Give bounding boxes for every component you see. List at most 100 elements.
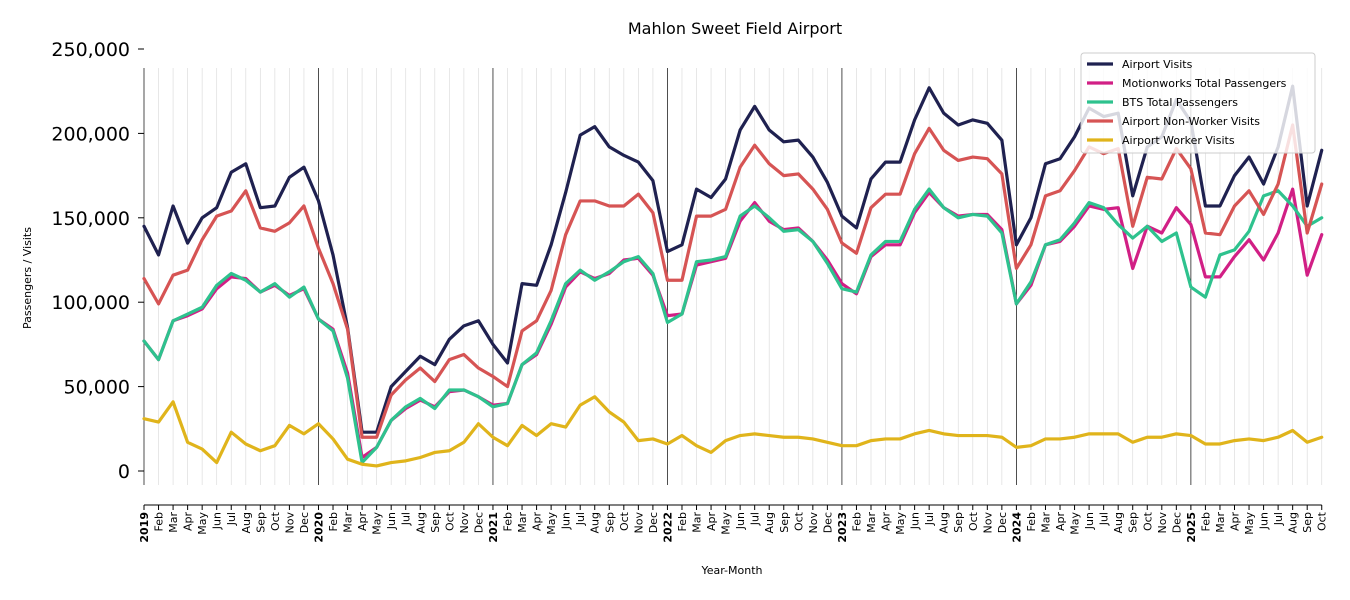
x-tick-label-month: Nov — [1156, 512, 1169, 534]
x-tick-label-month: Feb — [1025, 512, 1038, 531]
x-tick-label-month: Sep — [952, 512, 965, 533]
series-group — [142, 84, 1324, 468]
x-tick-label-month: Aug — [763, 512, 776, 533]
legend-label: BTS Total Passengers — [1122, 96, 1238, 109]
x-tick-label-month: Nov — [283, 512, 296, 534]
x-tick-label-month: Feb — [676, 512, 689, 531]
x-tick-label-month: Mar — [167, 512, 180, 533]
x-tick-label-month: Apr — [182, 512, 195, 532]
x-tick-label-month: Sep — [254, 512, 267, 533]
x-tick-label-year: 2019 — [138, 512, 151, 543]
x-tick-label-month: Dec — [1170, 512, 1183, 533]
x-tick-label-month: Jun — [1258, 512, 1271, 530]
x-tick-label-month: Oct — [1316, 511, 1329, 531]
x-tick-label-month: Oct — [443, 511, 456, 531]
x-tick-label-month: Jun — [734, 512, 747, 530]
x-tick-label-month: Mar — [516, 512, 529, 533]
x-tick-label-month: Jul — [574, 512, 587, 526]
y-tick-label: 50,000 — [64, 377, 130, 399]
legend: Airport Visits Motionworks Total Passenge… — [1080, 52, 1316, 154]
x-tick-label-year: 2024 — [1010, 512, 1023, 543]
x-tick-label-month: Mar — [1039, 512, 1052, 533]
x-tick-label-month: May — [545, 512, 558, 535]
x-tick-label-year: 2022 — [661, 512, 674, 543]
x-tick-label-month: Aug — [240, 512, 253, 533]
x-tick-label-month: Jul — [749, 512, 762, 526]
x-axis: 2019 Feb Mar Apr May Jun Jul Aug Sep Oct Nov Dec 202… — [138, 504, 1329, 543]
x-tick-label-month: Jul — [923, 512, 936, 526]
x-tick-label-month: Oct — [967, 511, 980, 531]
y-tick-label: 250,000 — [51, 39, 130, 61]
x-tick-label-month: Feb — [850, 512, 863, 531]
x-tick-label-month: May — [371, 512, 384, 535]
x-tick-label-month: Apr — [1229, 512, 1242, 532]
x-tick-label-year: 2025 — [1185, 512, 1198, 543]
legend-box — [1080, 52, 1316, 154]
x-tick-label-month: Apr — [880, 512, 893, 532]
x-tick-label-month: Sep — [603, 512, 616, 533]
series-line-5 — [142, 395, 1324, 468]
y-tick-label: 0 — [118, 461, 130, 483]
y-tick-label: 200,000 — [51, 123, 130, 145]
x-tick-label-month: Jun — [560, 512, 573, 530]
x-tick-label-month: Aug — [589, 512, 602, 533]
series-line-4 — [142, 123, 1324, 439]
x-tick-label-month: Jun — [211, 512, 224, 530]
x-tick-label-month: Feb — [1199, 512, 1212, 531]
x-tick-label-month: Jun — [909, 512, 922, 530]
x-tick-label-month: May — [1069, 512, 1082, 535]
x-tick-label-month: May — [720, 512, 733, 535]
x-tick-label-month: Apr — [1054, 512, 1067, 532]
x-tick-label-month: Nov — [632, 512, 645, 534]
series-line-3 — [142, 187, 1324, 465]
x-tick-label-month: Jul — [1272, 512, 1285, 526]
x-tick-label-month: Oct — [618, 511, 631, 531]
x-tick-label-month: Oct — [1141, 511, 1154, 531]
x-tick-label-month: Aug — [414, 512, 427, 533]
x-tick-label-month: Feb — [327, 512, 340, 531]
x-tick-label-year: 2023 — [836, 512, 849, 543]
x-tick-label-month: May — [894, 512, 907, 535]
x-tick-label-month: Feb — [502, 512, 515, 531]
series-line-1 — [142, 84, 1324, 434]
x-tick-label-month: Dec — [647, 512, 660, 533]
y-tick-label: 100,000 — [51, 292, 130, 314]
y-axis-label: Passengers / Visits — [21, 227, 34, 329]
x-tick-label-month: Jul — [1098, 512, 1111, 526]
x-tick-label-month: Apr — [531, 512, 544, 532]
x-tick-label-month: Oct — [792, 511, 805, 531]
x-tick-label-year: 2020 — [312, 512, 325, 543]
x-tick-label-month: Aug — [1112, 512, 1125, 533]
x-axis-label: Year-Month — [700, 564, 762, 577]
x-tick-label-month: Dec — [996, 512, 1009, 533]
legend-label: Airport Worker Visits — [1122, 134, 1235, 147]
x-tick-label-month: Sep — [1301, 512, 1314, 533]
x-tick-label-month: Sep — [429, 512, 442, 533]
x-tick-label-month: Oct — [269, 511, 282, 531]
y-axis: 0 50,000 100,000 150,000 200,000 250,000 — [51, 39, 144, 483]
x-tick-label-month: Jun — [385, 512, 398, 530]
x-tick-label-month: Nov — [807, 512, 820, 534]
x-tick-label-month: Jul — [225, 512, 238, 526]
x-tick-label-month: Jun — [1083, 512, 1096, 530]
x-tick-label-month: Mar — [342, 512, 355, 533]
x-tick-label-month: Dec — [472, 512, 485, 533]
x-tick-label-month: Aug — [938, 512, 951, 533]
x-tick-label-month: Sep — [778, 512, 791, 533]
x-tick-label-month: Feb — [153, 512, 166, 531]
x-tick-label-month: Apr — [356, 512, 369, 532]
x-tick-label-month: Sep — [1127, 512, 1140, 533]
chart-title: Mahlon Sweet Field Airport — [628, 19, 842, 38]
legend-label: Airport Visits — [1122, 58, 1193, 71]
x-tick-label-month: May — [196, 512, 209, 535]
legend-label: Airport Non-Worker Visits — [1122, 115, 1260, 128]
x-tick-label-month: Mar — [691, 512, 704, 533]
x-tick-label-month: Aug — [1287, 512, 1300, 533]
x-tick-label-month: Apr — [705, 512, 718, 532]
x-tick-label-month: Dec — [821, 512, 834, 533]
x-tick-label-month: Nov — [981, 512, 994, 534]
x-tick-label-month: Jul — [400, 512, 413, 526]
legend-label: Motionworks Total Passengers — [1122, 77, 1287, 90]
